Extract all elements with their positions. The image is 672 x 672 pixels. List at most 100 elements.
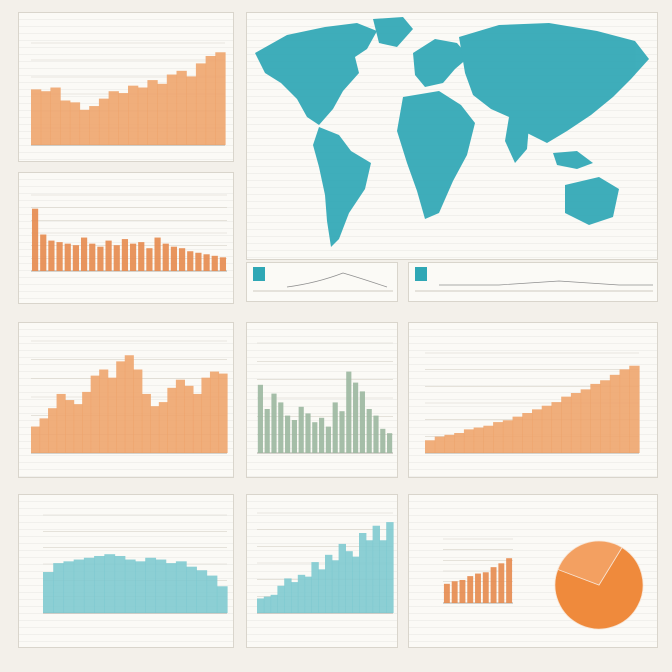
area-segment <box>98 98 110 145</box>
area-segment <box>118 93 129 145</box>
area-segment <box>277 585 285 613</box>
area-segment <box>379 540 387 613</box>
area-segment <box>124 559 136 613</box>
area-segment <box>473 427 484 453</box>
bar <box>346 371 352 453</box>
area-segment <box>150 406 160 453</box>
area-segment <box>483 425 494 453</box>
area-segment <box>365 540 374 613</box>
area-segment <box>206 575 218 613</box>
area-segment <box>158 402 168 453</box>
area-segment <box>50 87 61 145</box>
bar <box>80 237 88 271</box>
asia-shape <box>459 23 649 143</box>
area-segment <box>166 74 178 145</box>
area-segment <box>270 594 278 613</box>
bar <box>482 572 489 603</box>
area-segment <box>107 377 117 453</box>
area-segment <box>83 557 95 613</box>
area-segment <box>155 559 167 613</box>
bar <box>219 257 227 271</box>
area-segment <box>176 70 187 145</box>
chart-panel-3 <box>18 322 234 478</box>
area-segment <box>43 572 54 613</box>
australia-shape <box>565 177 619 225</box>
area-segment <box>195 63 207 145</box>
bar <box>64 243 71 271</box>
area-segment <box>454 433 465 453</box>
bar <box>498 563 505 603</box>
bar <box>467 576 474 603</box>
legend-swatch-right <box>415 267 427 281</box>
bar <box>443 583 450 603</box>
bar <box>170 246 178 271</box>
chart-panel-1 <box>18 12 234 162</box>
bar <box>138 242 145 271</box>
greenland-shape <box>373 17 413 47</box>
chart-panel-5 <box>408 322 658 478</box>
chart-svg-4 <box>257 342 393 454</box>
area-segment <box>619 369 630 453</box>
bar <box>459 579 466 603</box>
area-segment <box>79 109 90 145</box>
north-america-shape <box>255 23 377 125</box>
area-segment <box>128 85 139 145</box>
bar <box>298 406 304 453</box>
area-segment <box>352 556 360 613</box>
area-segment <box>56 393 66 453</box>
area-segment <box>338 543 346 613</box>
area-segment <box>167 387 177 453</box>
bar <box>325 426 331 453</box>
area-segment <box>124 355 134 453</box>
area-segment <box>359 533 367 613</box>
area-segment <box>216 586 228 613</box>
area-segment <box>65 400 75 453</box>
legend-sparkline-right <box>415 280 653 292</box>
area-segment <box>94 555 105 613</box>
bar <box>195 252 202 271</box>
chart-panel-4 <box>246 322 398 478</box>
area-segment <box>590 383 601 453</box>
bar <box>146 248 153 271</box>
area-segment <box>104 554 116 613</box>
bar <box>380 428 386 453</box>
area-segment <box>532 409 543 453</box>
area-segment <box>284 578 292 613</box>
area-segment <box>147 80 158 145</box>
area-segment <box>175 561 187 613</box>
area-segment <box>493 422 504 453</box>
area-segment <box>205 55 216 145</box>
area-segment <box>133 369 143 453</box>
area-segment <box>345 551 353 613</box>
area-segment <box>186 76 197 145</box>
bar <box>56 242 63 271</box>
bar <box>373 415 379 453</box>
area-segment <box>40 91 51 145</box>
area-segment <box>297 574 306 613</box>
chart-svg-7 <box>257 512 394 614</box>
area-segment <box>502 420 514 453</box>
area-segment <box>444 434 455 453</box>
area-segment <box>209 371 220 453</box>
bar <box>154 237 161 271</box>
bar <box>305 413 311 453</box>
area-segment <box>99 369 109 453</box>
area-segment <box>609 374 621 453</box>
area-segment <box>372 525 380 613</box>
south-america-shape <box>313 127 371 247</box>
chart-panel-8 <box>408 494 658 648</box>
area-segment <box>186 566 197 613</box>
area-segment <box>31 89 42 145</box>
area-segment <box>434 436 446 453</box>
bar <box>475 573 481 603</box>
bar <box>359 391 365 453</box>
area-segment <box>291 582 299 613</box>
chart-svg-3 <box>31 340 228 454</box>
area-segment <box>89 106 100 145</box>
area-segment <box>192 393 203 453</box>
area-segment <box>386 522 394 613</box>
bar <box>187 251 194 271</box>
bar <box>451 581 458 603</box>
bar <box>162 243 169 271</box>
africa-shape <box>397 91 475 219</box>
